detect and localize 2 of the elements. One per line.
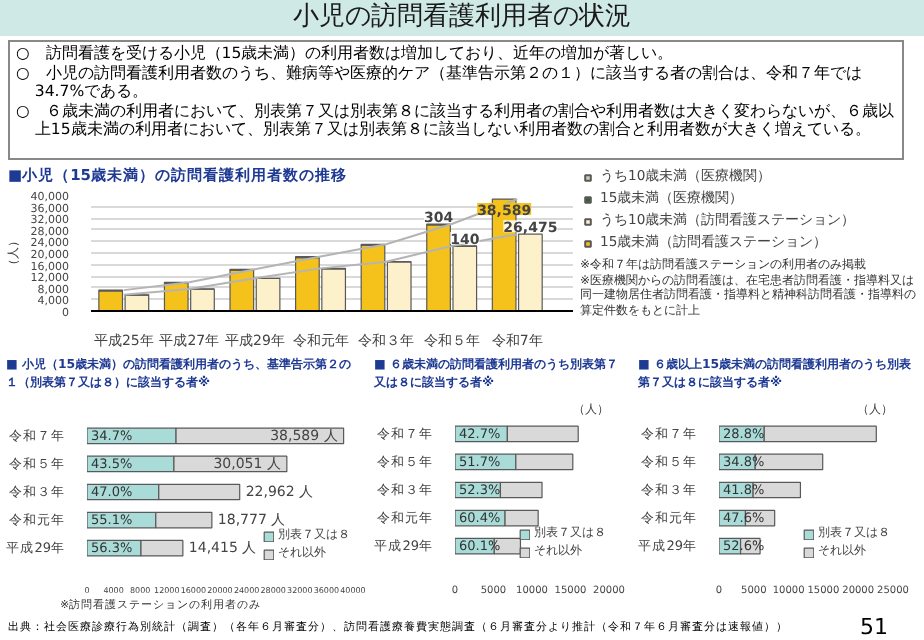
chart-title: 小児の訪問看護利用者の状況 <box>293 0 631 36</box>
text: 51 <box>860 614 888 640</box>
